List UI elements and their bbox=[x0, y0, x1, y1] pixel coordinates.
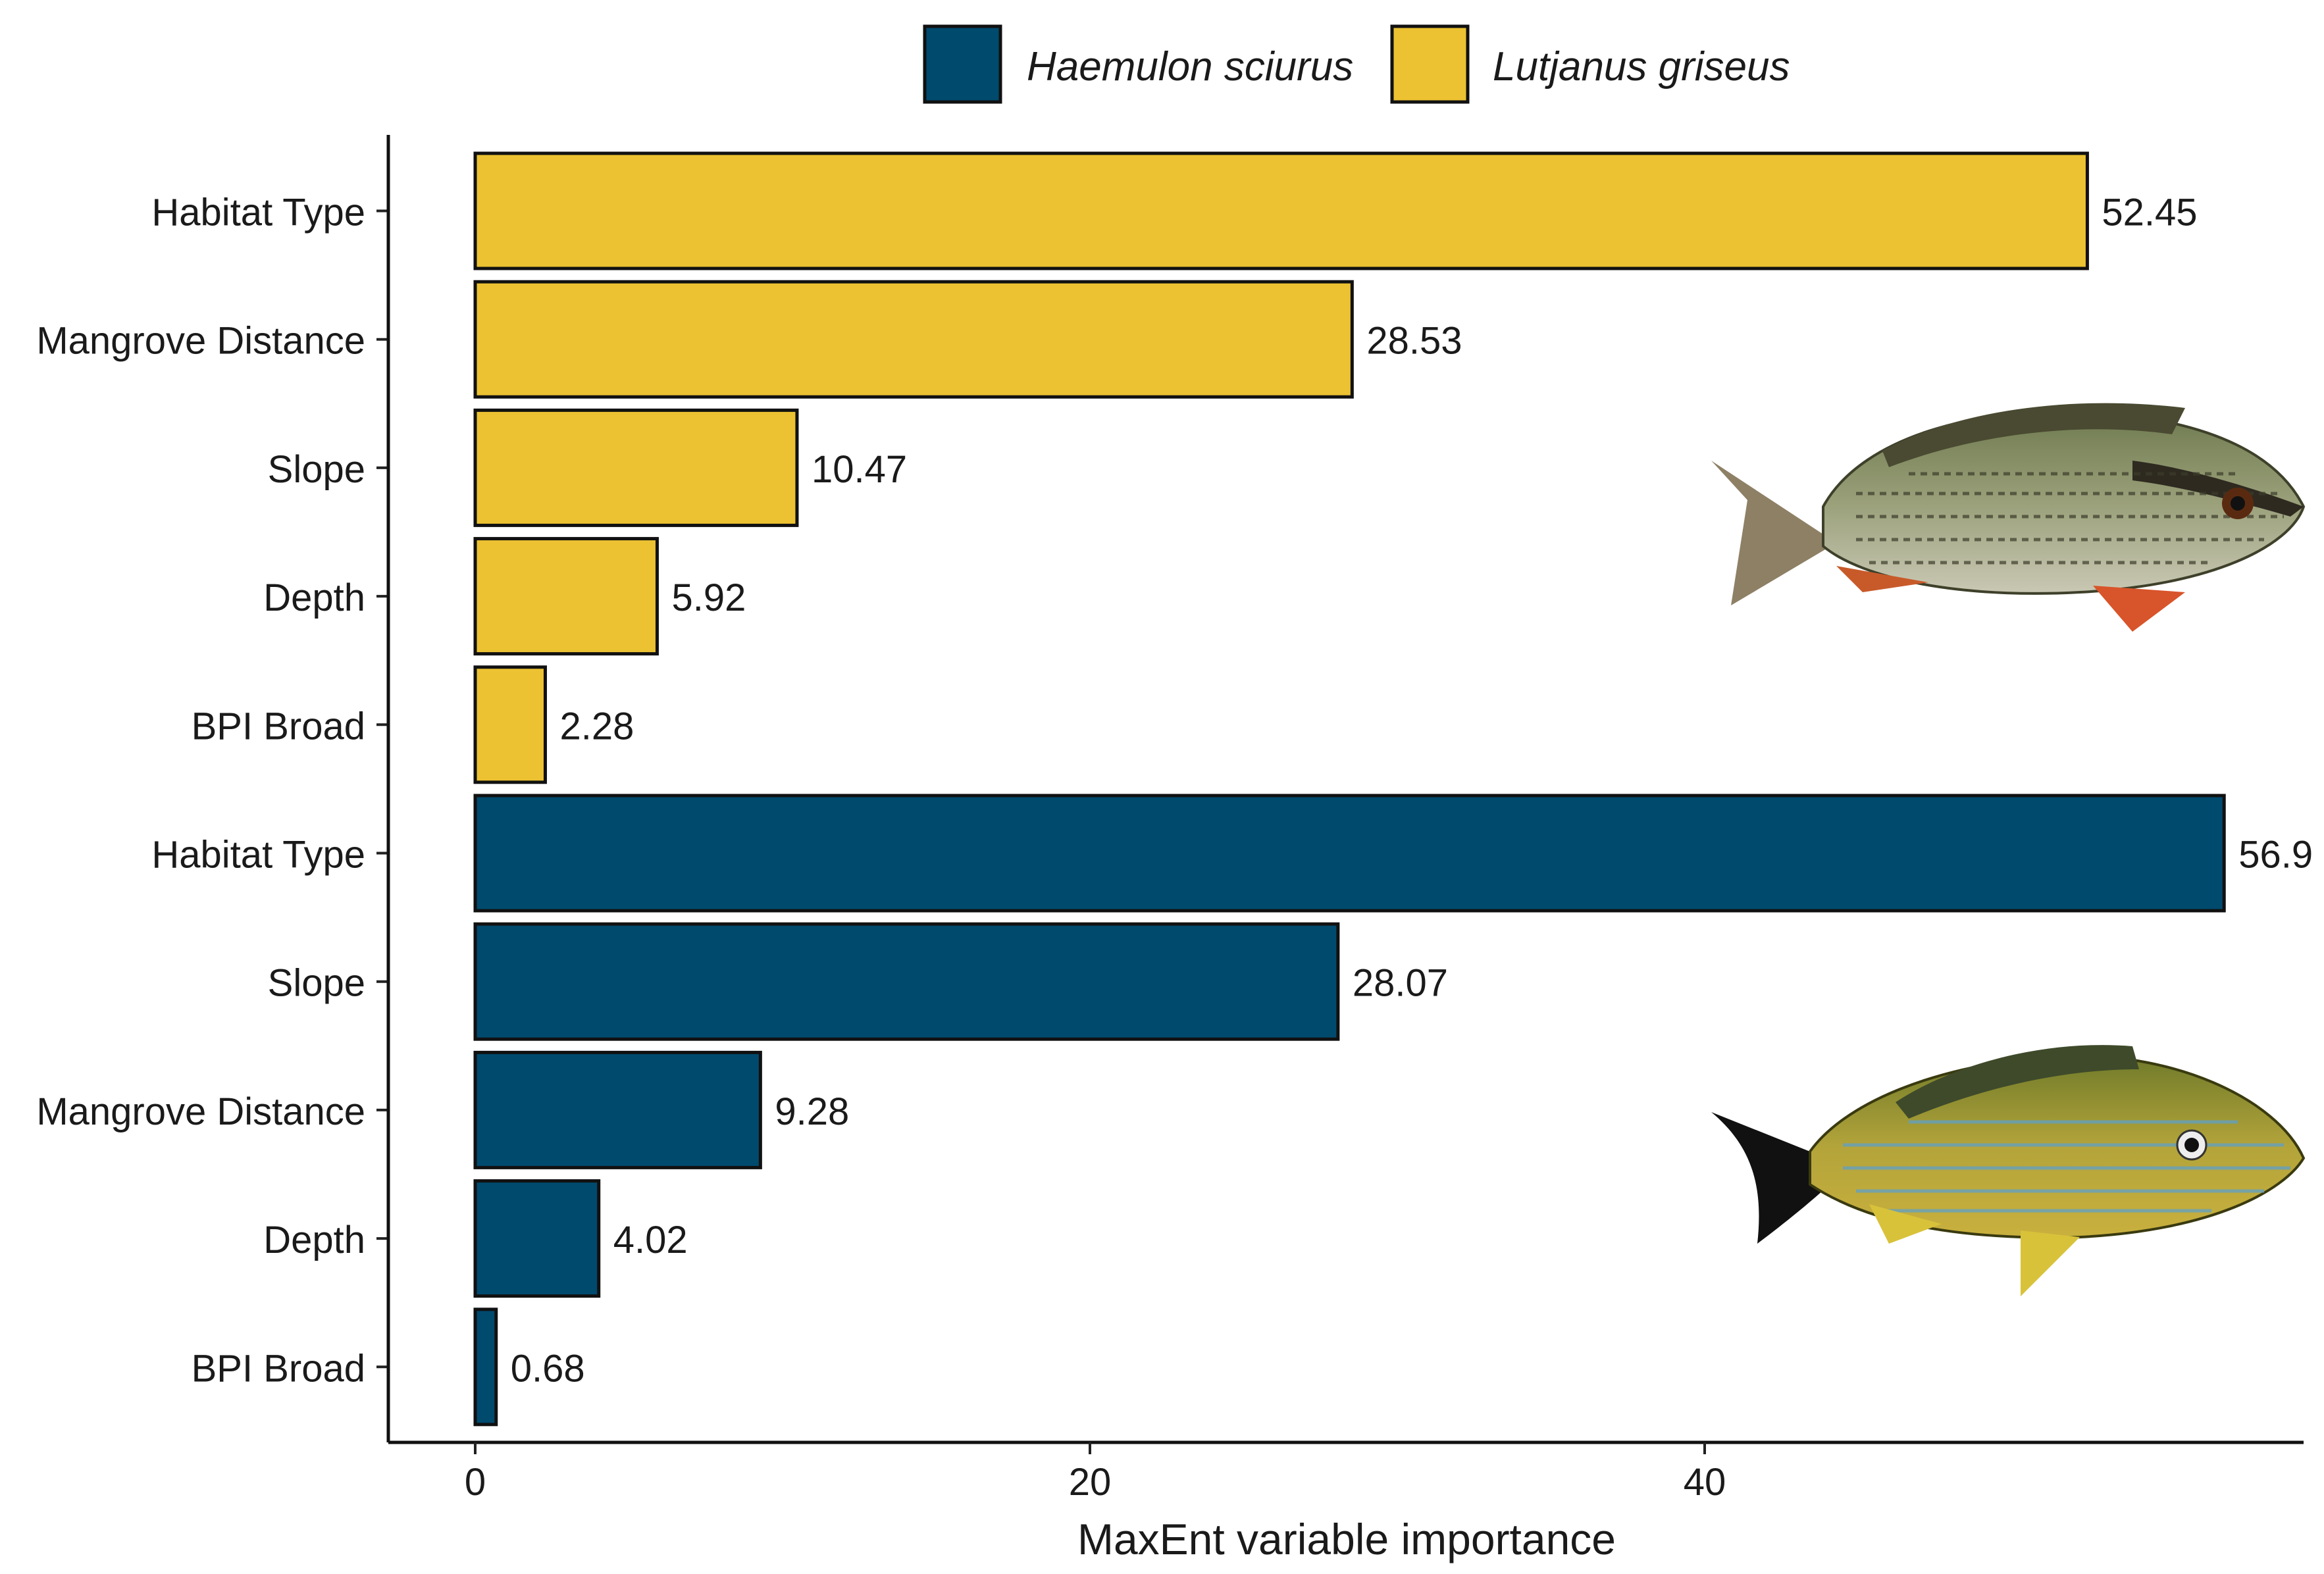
bar bbox=[473, 922, 1340, 1041]
bar-value-label: 2.28 bbox=[559, 705, 634, 748]
legend-label: Lutjanus griseus bbox=[1493, 44, 1790, 89]
value-labels: 52.45 28.53 10.47 5.92 2.28 56.9 28.07 9.28 4.02… bbox=[511, 191, 2313, 1390]
y-tick-label: BPI Broad bbox=[192, 1347, 365, 1390]
bar bbox=[473, 1050, 762, 1169]
bar bbox=[473, 1179, 601, 1298]
bar-value-label: 56.9 bbox=[2238, 834, 2313, 876]
bar-value-label: 0.68 bbox=[511, 1347, 585, 1390]
y-axis: Habitat Type Mangrove Distance Slope Depth B… bbox=[36, 135, 390, 1442]
y-tick-label: BPI Broad bbox=[192, 705, 365, 748]
legend: Haemulon sciurus Lutjanus griseus bbox=[923, 24, 1790, 104]
bar bbox=[473, 280, 1354, 399]
y-tick-label: Habitat Type bbox=[151, 834, 365, 876]
plot-area: 52.45 28.53 10.47 5.92 2.28 56.9 28.07 9.28 4.02… bbox=[36, 135, 2313, 1504]
bar-value-label: 9.28 bbox=[775, 1090, 849, 1133]
bar-value-label: 52.45 bbox=[2102, 191, 2197, 234]
x-axis-title: MaxEnt variable importance bbox=[1077, 1515, 1616, 1563]
x-tick-label: 20 bbox=[1069, 1461, 1112, 1504]
bars bbox=[473, 151, 2226, 1427]
bar-value-label: 10.47 bbox=[812, 448, 907, 491]
bluestriped-grunt-illustration bbox=[1711, 1045, 2306, 1296]
bar bbox=[473, 665, 547, 784]
y-tick-label: Depth bbox=[263, 576, 365, 619]
x-axis: 0 20 40 bbox=[388, 1440, 2304, 1504]
bar bbox=[473, 408, 799, 527]
x-tick-label: 40 bbox=[1684, 1461, 1726, 1504]
y-tick-label: Slope bbox=[268, 962, 365, 1005]
y-tick-label: Mangrove Distance bbox=[36, 1090, 365, 1133]
bar-value-label: 5.92 bbox=[671, 576, 746, 619]
y-tick-label: Slope bbox=[268, 448, 365, 491]
legend-label: Haemulon sciurus bbox=[1027, 44, 1353, 89]
bar bbox=[473, 794, 2226, 913]
bar-value-label: 28.53 bbox=[1366, 320, 1462, 363]
y-tick-label: Depth bbox=[263, 1219, 365, 1261]
legend-swatch bbox=[1390, 24, 1470, 104]
bar bbox=[473, 537, 659, 656]
bar bbox=[473, 1307, 498, 1427]
gray-snapper-illustration bbox=[1711, 403, 2306, 632]
y-tick-label: Mangrove Distance bbox=[36, 320, 365, 363]
bar bbox=[473, 151, 2089, 270]
legend-swatch bbox=[923, 24, 1002, 104]
x-tick-label: 0 bbox=[465, 1461, 486, 1504]
bar-value-label: 28.07 bbox=[1353, 962, 1448, 1005]
bar-value-label: 4.02 bbox=[613, 1219, 688, 1261]
y-tick-label: Habitat Type bbox=[151, 191, 365, 234]
